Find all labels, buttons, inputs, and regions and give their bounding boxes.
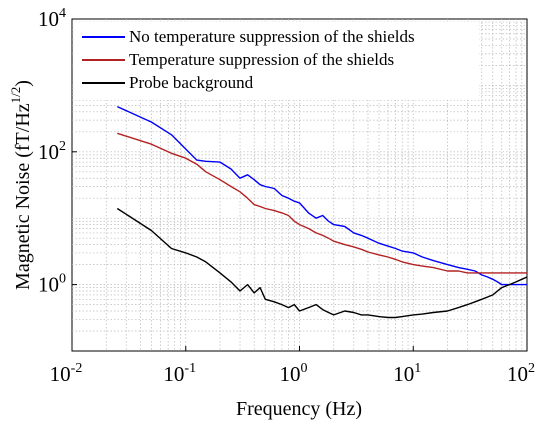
y-axis-label-suffix: ) [12, 80, 34, 87]
axis-ticks: 10-2 10-1 100 101 102 100 102 104 [38, 6, 535, 386]
legend-box [75, 22, 479, 100]
x-axis-label: Frequency (Hz) [236, 398, 362, 420]
y-tick-label: 100 [38, 272, 66, 297]
x-tick-label: 100 [280, 361, 308, 386]
x-tick-label: 10-2 [50, 361, 83, 386]
y-axis-label-main: Magnetic Noise (fT/Hz [12, 103, 34, 290]
series-line-1 [117, 105, 527, 286]
y-axis-label-exponent: 1/2 [8, 87, 23, 104]
legend-label-2: Temperature suppression of the shields [129, 50, 394, 69]
y-tick-label: 102 [38, 139, 66, 164]
series-line-3 [116, 207, 528, 319]
x-tick-label: 10-1 [163, 361, 196, 386]
series-line-2 [117, 132, 527, 274]
x-tick-label: 102 [507, 361, 535, 386]
x-tick-label: 101 [393, 361, 421, 386]
legend: No temperature suppression of the shield… [75, 22, 479, 100]
y-tick-label: 104 [38, 6, 66, 31]
legend-label-3: Probe background [129, 73, 254, 92]
legend-label-1: No temperature suppression of the shield… [129, 27, 415, 46]
series-lines [116, 105, 528, 319]
y-axis-label: Magnetic Noise (fT/Hz1/2) [8, 80, 34, 290]
